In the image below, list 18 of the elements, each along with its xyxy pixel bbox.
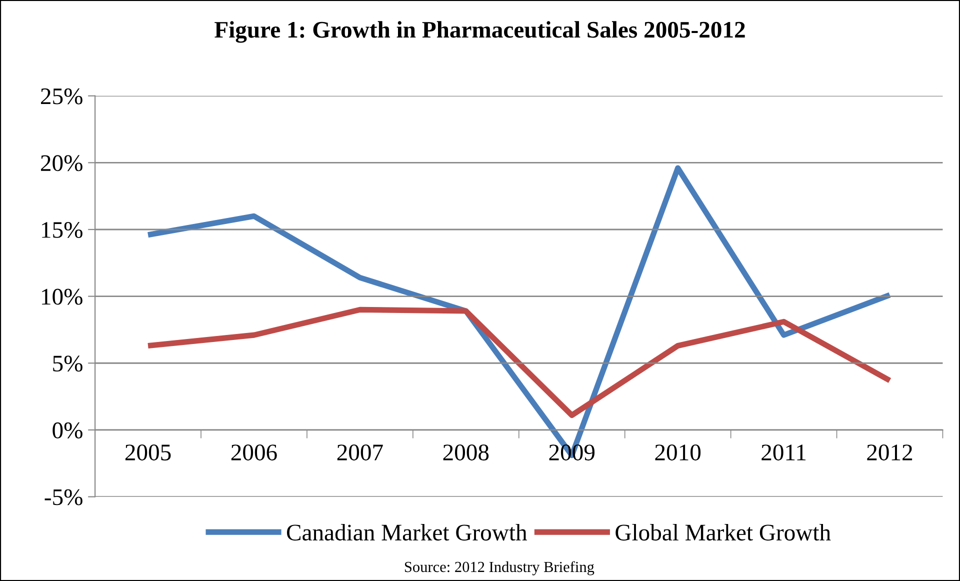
source-note: Source: 2012 Industry Briefing: [404, 561, 594, 576]
x-tick-label: 2007: [337, 444, 383, 460]
x-tick-label: 2012: [867, 444, 912, 460]
x-tick-label: 2005: [125, 444, 171, 460]
x-tick-label: 2006: [231, 444, 277, 460]
y-tick-label: 0%: [52, 422, 82, 438]
y-tick-label: 25%: [40, 88, 82, 104]
legend-label: Global Market Growth: [616, 524, 831, 541]
y-tick-label: 15%: [42, 222, 82, 238]
x-tick-label: 2011: [762, 444, 806, 460]
y-tick-label: 20%: [40, 155, 82, 172]
y-tick-label: -5%: [44, 489, 82, 506]
y-tick-label: 5%: [53, 356, 82, 372]
x-tick-label: 2008: [443, 444, 489, 460]
x-tick-label: 2010: [655, 444, 701, 460]
legend-label: Canadian Market Growth: [286, 524, 527, 541]
y-tick-label: 10%: [42, 288, 82, 305]
chart-title: Figure 1: Growth in Pharmaceutical Sales 2005-2012: [214, 21, 745, 43]
